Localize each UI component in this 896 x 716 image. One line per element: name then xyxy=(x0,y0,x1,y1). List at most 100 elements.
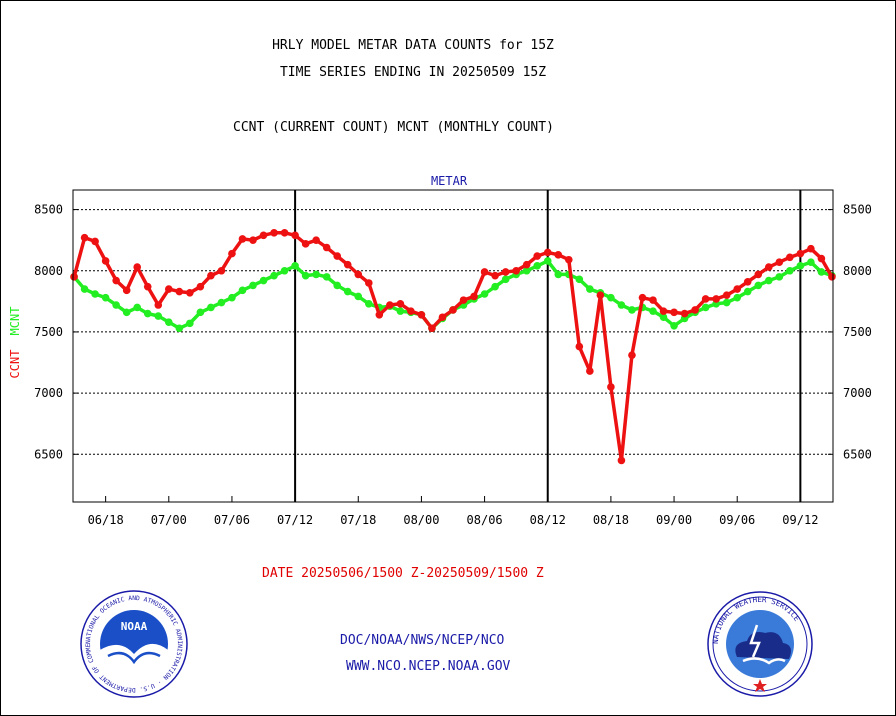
mcnt-data-point xyxy=(186,319,194,328)
ccnt-data-point xyxy=(828,273,836,281)
org-label: DOC/NOAA/NWS/NCEP/NCO xyxy=(340,633,505,648)
ccnt-data-point xyxy=(217,266,226,275)
ccnt-data-point xyxy=(322,243,331,252)
mcnt-data-point xyxy=(301,271,310,280)
mcnt-data-point xyxy=(196,308,205,317)
x-tick-label: 09/12 xyxy=(782,513,818,527)
ccnt-data-point xyxy=(786,253,794,262)
ccnt-data-point xyxy=(291,231,299,240)
mcnt-data-point xyxy=(575,275,584,284)
y-tick-label-left: 7500 xyxy=(34,325,63,339)
ccnt-data-point xyxy=(333,252,342,260)
mcnt-data-point xyxy=(501,275,510,284)
ccnt-data-point xyxy=(491,271,499,280)
ccnt-data-point xyxy=(596,291,605,300)
mcnt-data-point xyxy=(670,322,678,330)
ccnt-data-point xyxy=(796,249,805,258)
x-tick-label: 08/00 xyxy=(403,513,439,527)
x-tick-label: 08/12 xyxy=(530,513,566,527)
website-label: WWW.NCO.NCEP.NOAA.GOV xyxy=(346,659,511,674)
ccnt-data-point xyxy=(722,291,731,300)
mcnt-data-point xyxy=(817,268,826,276)
mcnt-data-point xyxy=(280,266,289,275)
mcnt-data-point xyxy=(333,281,342,290)
ccnt-data-point xyxy=(649,296,657,304)
ccnt-data-point xyxy=(249,236,257,244)
grid-lines xyxy=(73,209,833,502)
ccnt-data-point xyxy=(259,231,268,240)
ccnt-data-point xyxy=(817,254,826,263)
plot-area-border xyxy=(72,189,834,503)
ccnt-data-point xyxy=(680,309,689,318)
mcnt-data-point xyxy=(164,318,173,326)
mcnt-data-point xyxy=(533,262,542,270)
mcnt-data-point xyxy=(238,286,247,295)
ccnt-data-point xyxy=(280,229,289,237)
noaa-logo: NATIONAL OCEANIC AND ATMOSPHERIC ADMINIS… xyxy=(80,590,188,698)
mcnt-data-point xyxy=(754,281,763,290)
chart-title-line1: HRLY MODEL METAR DATA COUNTS for 15Z xyxy=(272,38,554,53)
x-tick-label: 07/12 xyxy=(277,513,313,527)
y-tick-label-left: 8500 xyxy=(34,203,63,217)
mcnt-data-point xyxy=(617,301,626,309)
chart-title-line2: TIME SERIES ENDING IN 20250509 15Z xyxy=(279,65,547,80)
ccnt-data-point xyxy=(386,301,394,309)
mcnt-data-point xyxy=(259,276,268,285)
mcnt-data-point xyxy=(796,262,805,270)
day-boundary-lines xyxy=(294,190,802,502)
x-tick-label: 06/18 xyxy=(88,513,124,527)
ccnt-data-point xyxy=(743,277,752,286)
mcnt-data-point xyxy=(480,290,489,298)
y-axis-label-ccnt: CCNT xyxy=(8,350,22,379)
ccnt-data-point xyxy=(375,311,384,319)
mcnt-data-point xyxy=(312,270,320,279)
mcnt-data-point xyxy=(228,293,236,302)
ccnt-data-point xyxy=(712,295,720,303)
mcnt-data-point xyxy=(491,282,499,291)
y-axis-label-mcnt: MCNT xyxy=(8,307,22,336)
x-tick-label: 07/00 xyxy=(151,513,187,527)
x-tick-label: 09/00 xyxy=(656,513,692,527)
ccnt-data-point xyxy=(417,311,426,319)
ccnt-data-point xyxy=(438,313,447,322)
ccnt-data-point xyxy=(122,286,131,295)
mcnt-data-point xyxy=(112,301,120,309)
mcnt-data-point xyxy=(649,307,657,315)
date-range-label: DATE 20250506/1500 Z-20250509/1500 Z xyxy=(262,566,544,581)
ccnt-data-point xyxy=(238,235,247,243)
mcnt-data-point xyxy=(586,285,594,293)
mcnt-data-point xyxy=(143,309,152,318)
ccnt-data-point xyxy=(207,271,215,280)
ccnt-data-point xyxy=(186,288,194,297)
y-tick-label-right: 8500 xyxy=(843,203,872,217)
mcnt-data-point xyxy=(543,257,552,265)
y-tick-label-right: 6500 xyxy=(843,447,872,461)
ccnt-data-point xyxy=(764,263,773,271)
mcnt-data-point xyxy=(154,312,163,320)
mcnt-data-point xyxy=(249,281,257,290)
ccnt-data-point xyxy=(175,287,184,296)
mcnt-data-point xyxy=(722,298,731,307)
ccnt-data-point xyxy=(659,307,668,315)
mcnt-data-point xyxy=(217,298,226,307)
mcnt-data-point xyxy=(701,303,710,312)
y-tick-labels: 6500 6500 7000 7000 7500 7500 8000 8000 8500 8500 xyxy=(34,203,872,462)
ccnt-data-point xyxy=(80,233,89,242)
ccnt-data-point xyxy=(691,306,699,314)
ccnt-data-point xyxy=(354,270,363,279)
ccnt-data-point xyxy=(91,237,99,246)
mcnt-data-point xyxy=(343,287,352,296)
ccnt-data-point xyxy=(396,299,405,308)
ccnt-data-point xyxy=(428,324,436,333)
mcnt-data-point xyxy=(354,292,363,301)
ccnt-data-point xyxy=(754,270,763,279)
y-tick-label-left: 8000 xyxy=(34,264,63,278)
ccnt-series-line xyxy=(72,231,834,463)
ccnt-data-point xyxy=(101,257,110,265)
mcnt-data-point xyxy=(291,262,299,270)
x-tick-label: 08/18 xyxy=(593,513,629,527)
x-tick-label: 07/06 xyxy=(214,513,250,527)
mcnt-data-point xyxy=(554,270,563,279)
ccnt-data-point xyxy=(564,255,573,264)
